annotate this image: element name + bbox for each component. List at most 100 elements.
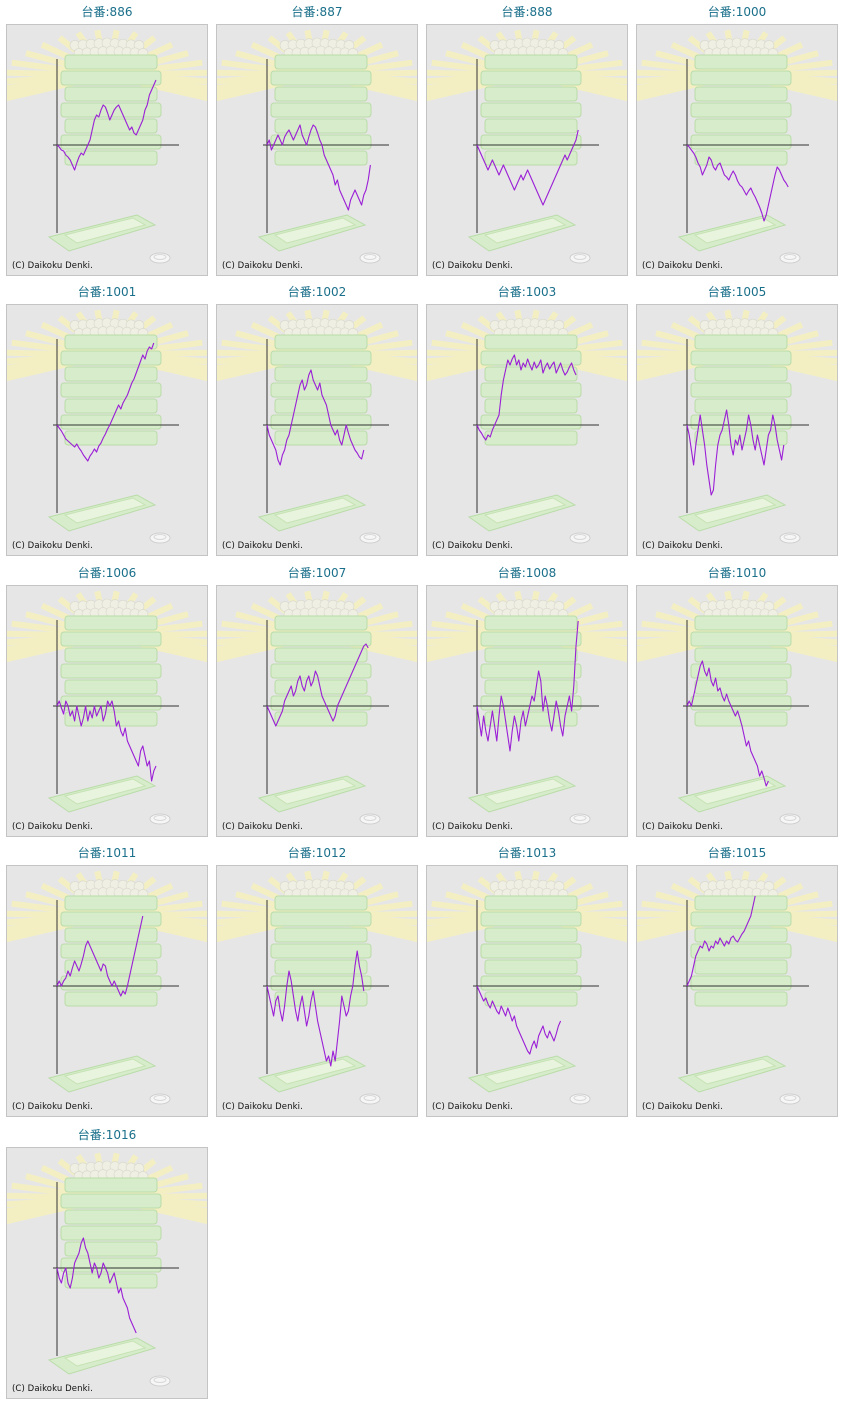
machine-background-art xyxy=(427,870,627,1105)
machine-number-title[interactable]: 台番:888 xyxy=(501,5,553,19)
bottom-tray xyxy=(467,775,577,813)
stacked-trays xyxy=(480,334,582,446)
slump-graph xyxy=(637,870,837,1105)
bottom-tray xyxy=(47,1055,157,1093)
balance-line xyxy=(686,144,789,222)
machine-background-art xyxy=(217,309,417,544)
machine-graph-card: 台番:1013 (C) Daikoku Denki. xyxy=(422,841,632,1121)
graph-frame: (C) Daikoku Denki. xyxy=(216,865,418,1117)
slump-graph xyxy=(7,870,207,1105)
graph-frame: (C) Daikoku Denki. xyxy=(636,585,838,837)
bottom-tray xyxy=(677,214,787,252)
balance-line xyxy=(266,369,365,466)
graph-frame: (C) Daikoku Denki. xyxy=(636,304,838,556)
balance-line xyxy=(56,342,155,462)
machine-number-title[interactable]: 台番:1000 xyxy=(707,5,767,19)
stacked-trays xyxy=(270,54,372,166)
machine-graph-card: 台番:1012 (C) Daikoku Denki. xyxy=(212,841,422,1121)
bottom-tray xyxy=(257,775,367,813)
machine-number-title[interactable]: 台番:1012 xyxy=(287,846,347,860)
machine-graph-card: 台番:1008 (C) Daikoku Denki. xyxy=(422,561,632,841)
machine-graph-card: 台番:1002 (C) Daikoku Denki. xyxy=(212,280,422,560)
bottom-tray xyxy=(677,1055,787,1093)
stacked-trays xyxy=(60,334,162,446)
copyright-text: (C) Daikoku Denki. xyxy=(642,541,723,551)
machine-graph-card: 台番:1000 (C) Daikoku Denki. xyxy=(632,0,842,280)
copyright-text: (C) Daikoku Denki. xyxy=(642,1102,723,1112)
stacked-trays xyxy=(60,1177,162,1289)
copyright-text: (C) Daikoku Denki. xyxy=(222,261,303,271)
machine-number-title[interactable]: 台番:886 xyxy=(81,5,133,19)
machine-background-art xyxy=(427,29,627,264)
machine-graph-card: 台番:888 (C) Daikoku Denki. xyxy=(422,0,632,280)
bottom-tray xyxy=(47,1337,157,1375)
medal-icon xyxy=(779,813,801,825)
machine-graph-card: 台番:886 (C) Daikoku Denki. xyxy=(2,0,212,280)
machine-graph-card: 台番:1005 (C) Daikoku Denki. xyxy=(632,280,842,560)
medal-icon xyxy=(569,813,591,825)
machine-graph-card: 台番:1015 (C) Daikoku Denki. xyxy=(632,841,842,1121)
medal-icon xyxy=(359,532,381,544)
graph-frame: (C) Daikoku Denki. xyxy=(426,865,628,1117)
machine-number-title[interactable]: 台番:1016 xyxy=(77,1128,137,1142)
machine-number-title[interactable]: 台番:1005 xyxy=(707,285,767,299)
machine-number-title[interactable]: 台番:1011 xyxy=(77,846,137,860)
machine-graph-card: 台番:1006 (C) Daikoku Denki. xyxy=(2,561,212,841)
bottom-tray xyxy=(467,1055,577,1093)
machine-number-title[interactable]: 台番:1010 xyxy=(707,566,767,580)
machine-number-title[interactable]: 台番:887 xyxy=(291,5,343,19)
medal-icon xyxy=(569,1093,591,1105)
slump-graph xyxy=(637,590,837,825)
balance-line xyxy=(56,1237,137,1334)
stacked-trays xyxy=(480,895,582,1007)
machine-number-title[interactable]: 台番:1008 xyxy=(497,566,557,580)
slump-graph xyxy=(217,309,417,544)
machine-number-title[interactable]: 台番:1003 xyxy=(497,285,557,299)
copyright-text: (C) Daikoku Denki. xyxy=(222,1102,303,1112)
bottom-tray xyxy=(257,494,367,532)
copyright-text: (C) Daikoku Denki. xyxy=(222,541,303,551)
machine-number-title[interactable]: 台番:1006 xyxy=(77,566,137,580)
slump-graph xyxy=(427,29,627,264)
slump-graph xyxy=(7,309,207,544)
machine-graph-card: 台番:1010 (C) Daikoku Denki. xyxy=(632,561,842,841)
machine-graph-card: 台番:1011 (C) Daikoku Denki. xyxy=(2,841,212,1121)
slump-graph xyxy=(427,309,627,544)
copyright-text: (C) Daikoku Denki. xyxy=(222,822,303,832)
machine-background-art xyxy=(637,309,837,544)
slump-graph xyxy=(637,29,837,264)
bottom-tray xyxy=(257,214,367,252)
medal-icon xyxy=(779,532,801,544)
graph-frame: (C) Daikoku Denki. xyxy=(636,24,838,276)
machine-background-art xyxy=(7,870,207,1105)
stacked-trays xyxy=(60,54,162,166)
graph-frame: (C) Daikoku Denki. xyxy=(216,585,418,837)
machine-number-title[interactable]: 台番:1015 xyxy=(707,846,767,860)
machine-number-title[interactable]: 台番:1002 xyxy=(287,285,347,299)
ball-pile xyxy=(279,317,359,339)
medal-icon xyxy=(359,813,381,825)
medal-icon xyxy=(779,252,801,264)
machine-number-title[interactable]: 台番:1001 xyxy=(77,285,137,299)
graph-frame: (C) Daikoku Denki. xyxy=(636,865,838,1117)
machine-number-title[interactable]: 台番:1007 xyxy=(287,566,347,580)
balance-line xyxy=(686,660,769,787)
graph-frame: (C) Daikoku Denki. xyxy=(426,304,628,556)
balance-line xyxy=(476,620,579,752)
slump-graph xyxy=(217,29,417,264)
copyright-text: (C) Daikoku Denki. xyxy=(12,1384,93,1394)
medal-icon xyxy=(359,252,381,264)
copyright-text: (C) Daikoku Denki. xyxy=(432,261,513,271)
copyright-text: (C) Daikoku Denki. xyxy=(12,261,93,271)
machine-background-art xyxy=(7,1152,207,1387)
bottom-tray xyxy=(677,775,787,813)
graph-frame: (C) Daikoku Denki. xyxy=(6,585,208,837)
machine-graph-card: 台番:1016 (C) Daikoku Denki. xyxy=(2,1123,212,1403)
balance-line xyxy=(56,915,144,997)
machine-number-title[interactable]: 台番:1013 xyxy=(497,846,557,860)
graph-frame: (C) Daikoku Denki. xyxy=(6,304,208,556)
copyright-text: (C) Daikoku Denki. xyxy=(432,541,513,551)
balance-line xyxy=(56,700,157,782)
slump-graph xyxy=(217,590,417,825)
machine-background-art xyxy=(217,870,417,1105)
